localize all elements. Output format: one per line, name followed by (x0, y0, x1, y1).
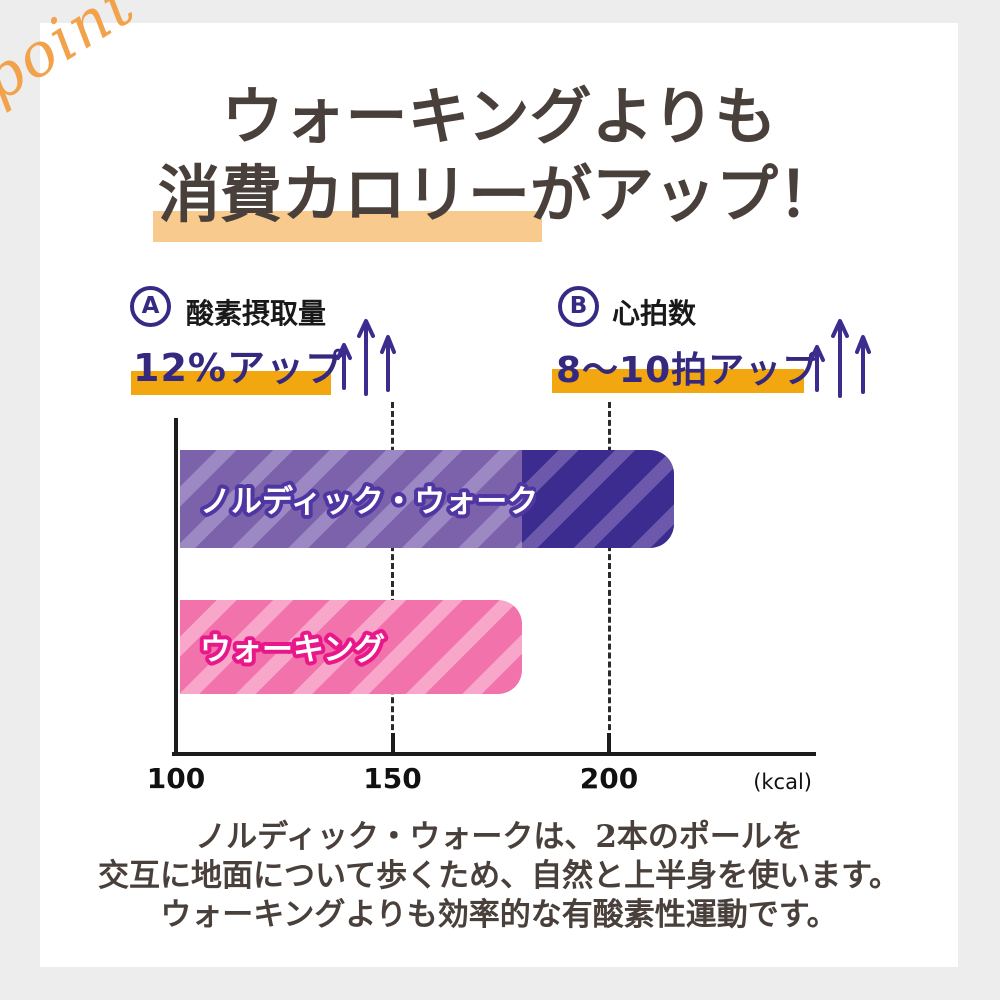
x-tick-label-150: 150 (363, 762, 422, 795)
stat-b-text: 8〜10拍アップ (556, 350, 820, 391)
title-highlight-bar (153, 211, 542, 242)
bar-walking: ウォーキング (180, 600, 522, 694)
up-arrows-icon (336, 319, 396, 396)
gridline-200 (607, 402, 611, 748)
page-title-line2: 消費カロリーがアップ！ (157, 158, 840, 231)
stat-b-highlight-bar (552, 369, 804, 393)
badge-a-circle: A (130, 286, 171, 327)
bar-nordic-walk-label: ノルディック・ウォーク (200, 484, 536, 520)
x-tick-label-100: 100 (146, 762, 206, 795)
badge-b-label: 心拍数 (612, 297, 697, 330)
x-axis-line (172, 752, 816, 756)
footer-line3: ウォーキングよりも効率的な有酸素性運動です。 (160, 897, 838, 933)
x-axis-unit-label: (kcal) (753, 770, 812, 794)
badge-b-circle: B (558, 286, 599, 327)
up-arrows-icon (809, 319, 871, 398)
x-tick-label-200: 200 (579, 762, 639, 795)
stat-a-highlight-bar (131, 371, 331, 395)
gridline-150 (391, 402, 394, 748)
bar-walking-label: ウォーキング (200, 632, 385, 668)
badge-a-label: 酸素摂取量 (186, 297, 327, 330)
bar-label: ウォーキング (196, 628, 389, 672)
footer-line1: ノルディック・ウォークは、2本のポールを (195, 819, 803, 855)
stat-a-text: 12%アップ (133, 346, 344, 390)
page-title-line1: ウォーキングよりも (221, 80, 777, 153)
footer-line2: 交互に地面について歩くため、自然と上半身を使います。 (98, 858, 900, 894)
tick-mark-150 (390, 733, 395, 754)
bar-nordic-walk-extra-segment (522, 450, 674, 548)
bar-label: ノルディック・ウォーク (196, 480, 536, 524)
footer-paragraph: ノルディック・ウォークは、2本のポールを 交互に地面について歩くため、自然と上半… (40, 818, 958, 935)
y-axis-line (174, 418, 178, 756)
bar-nordic-walk: ノルディック・ウォーク (180, 450, 674, 548)
tick-mark-200 (607, 733, 611, 754)
